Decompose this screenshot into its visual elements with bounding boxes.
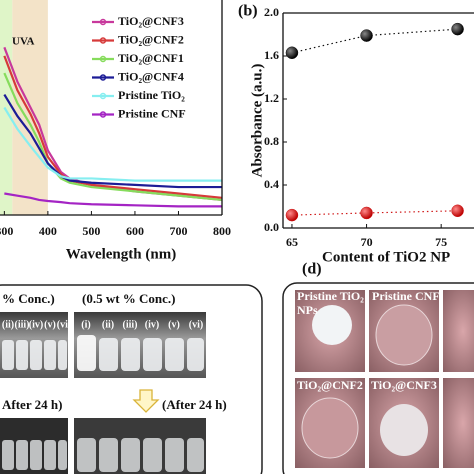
spectrum-line	[4, 192, 222, 208]
point	[451, 22, 464, 36]
legend-label: TiO₂@CNF4	[118, 69, 184, 83]
vial-label: (vi)	[57, 319, 71, 330]
vial-label: (iii)	[123, 319, 138, 330]
sample-spot	[375, 304, 433, 366]
y-tick-label: 0.8	[264, 134, 279, 148]
x-tick-label: 500	[82, 224, 100, 238]
legend-marker	[99, 111, 107, 118]
legend-marker	[99, 92, 107, 100]
point	[451, 204, 464, 218]
caption: (0.5 wt % Conc.)	[82, 291, 176, 306]
sample-spot	[380, 404, 428, 456]
x-tick-label: 65	[286, 235, 298, 249]
absorbance-chart: (b) 0.0 0.4 0.8 1.2 1.6 2.0 65 70 75 Absorbance (a…	[238, 3, 474, 265]
point	[285, 208, 299, 222]
x-tick-label: 70	[361, 235, 373, 249]
vial-label: (iii)	[15, 319, 30, 330]
y-tick-label: 0.4	[264, 177, 279, 191]
photo	[443, 290, 474, 372]
x-axis-label: Wavelength (nm)	[66, 246, 176, 262]
panel-label: (b)	[238, 3, 258, 20]
sample-spot	[301, 397, 359, 459]
caption: After 24 h)	[2, 397, 62, 412]
x-tick-label: 800	[213, 224, 231, 238]
spectrum-line	[3, 72, 223, 202]
y-axis-label: Absorbance (a.u.)	[249, 64, 265, 178]
vial-labels: (ii) (iii) (iv) (v) (vi) (i) (ii) (iii) (iv) (v)(…	[2, 319, 203, 330]
legend-marker	[99, 18, 107, 26]
y-tick-label: 0.0	[264, 220, 279, 234]
vial-label: (iv)	[145, 319, 159, 330]
legend-label: TiO₂@CNF1	[118, 51, 184, 65]
panel-c: % Conc.) (0.5 wt % Conc.) (ii) (iii) (iv)(…	[0, 284, 263, 474]
cell-label: NPs	[297, 303, 318, 317]
sample-spot	[312, 305, 352, 345]
spectrum-line	[3, 106, 222, 182]
x-tick-label: 600	[126, 224, 144, 238]
vial-label: (vi)	[189, 319, 203, 330]
legend-label: Pristine TiO₂	[118, 88, 185, 102]
vial-label: (v)	[44, 319, 56, 330]
uv-vis-chart: UVA TiO₂@CNF3 TiO₂@CNF2 TiO₂@CNF1 TiO₂@CNF4 P…	[0, 0, 231, 262]
caption: % Conc.)	[2, 291, 55, 306]
legend-label: Pristine CNF	[118, 106, 186, 120]
caption: (After 24 h)	[162, 397, 227, 412]
y-tick-label: 1.2	[264, 91, 279, 105]
legend-label: TiO₂@CNF2	[118, 32, 184, 46]
vials	[2, 438, 204, 472]
vial-label: (ii)	[102, 319, 114, 330]
cell-label: TiO₂@CNF2	[297, 378, 363, 392]
legend-marker	[99, 74, 107, 81]
legend-marker	[99, 55, 107, 63]
spectrum-line	[3, 55, 223, 199]
x-tick-label: 75	[435, 235, 447, 249]
cell-label: TiO₂@CNF3	[371, 378, 437, 392]
legend-marker	[99, 37, 107, 44]
point	[285, 46, 299, 60]
photo	[443, 378, 474, 468]
vial-label: (iv)	[29, 319, 43, 330]
vial-label: (i)	[81, 319, 90, 330]
legend-label: TiO₂@CNF3	[118, 14, 184, 28]
y-tick-label: 2.0	[264, 5, 279, 19]
trend-line	[291, 28, 458, 54]
cell-label: Pristine CNF	[372, 289, 440, 303]
x-axis-label: Content of TiO2 NP	[322, 249, 450, 265]
x-tick-label: 300	[0, 224, 13, 238]
vial-label: (ii)	[2, 319, 14, 330]
vials	[2, 335, 204, 371]
cell-label: Pristine TiO₂	[297, 289, 364, 303]
trend-line	[291, 210, 458, 216]
x-tick-label: 700	[169, 224, 187, 238]
x-tick-label: 400	[39, 224, 57, 238]
point	[360, 206, 373, 220]
point	[360, 29, 373, 42]
band-label: UVA	[12, 36, 34, 48]
panel-label: (d)	[302, 261, 322, 278]
y-tick-label: 1.6	[264, 48, 279, 62]
panel-d: (d) Pristine TiO₂ NPs Pristine CNF TiO₂@…	[282, 261, 474, 474]
uvb-band	[0, 0, 13, 215]
vial-label: (v)	[168, 319, 180, 330]
arrow	[132, 389, 160, 413]
